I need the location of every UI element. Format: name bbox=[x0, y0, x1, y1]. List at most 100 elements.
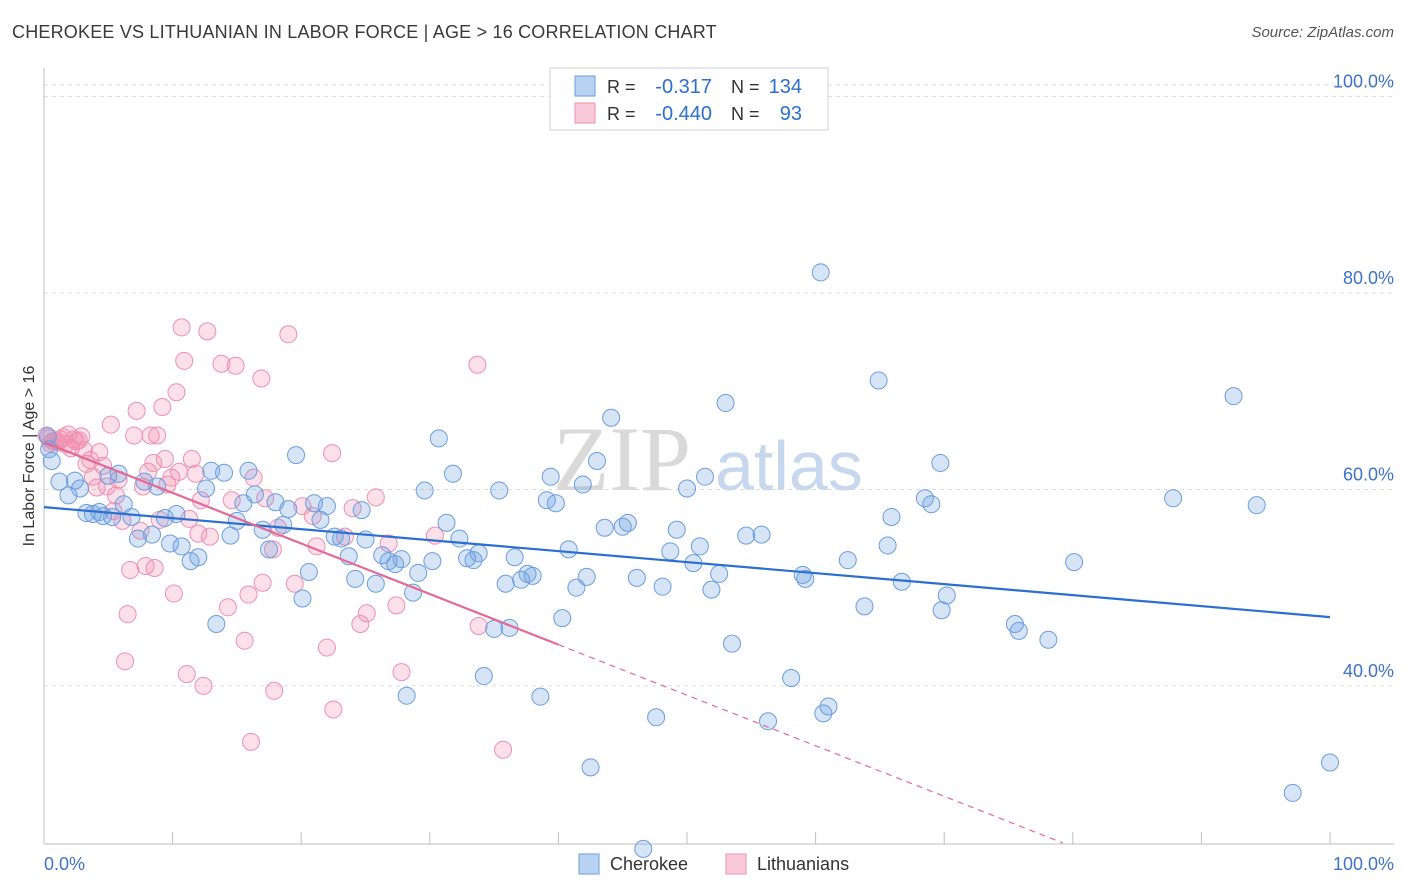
lithuanians-point bbox=[141, 426, 160, 445]
cherokee-point bbox=[661, 542, 680, 561]
cherokee-point bbox=[587, 451, 606, 470]
cherokee-point bbox=[573, 475, 592, 494]
cherokee-point bbox=[409, 563, 428, 582]
cherokee-point bbox=[42, 451, 61, 470]
cherokee-point bbox=[647, 708, 666, 727]
y-tick-label: 40.0% bbox=[1343, 661, 1394, 681]
cherokee-point bbox=[577, 567, 596, 586]
cherokee-point bbox=[415, 481, 434, 500]
cherokee-point bbox=[458, 549, 477, 568]
lithuanians-point bbox=[182, 450, 201, 469]
cherokee-point bbox=[819, 697, 838, 716]
lithuanians-point bbox=[379, 534, 398, 553]
lithuanians-point bbox=[469, 616, 488, 635]
cherokee-point bbox=[1283, 783, 1302, 802]
lithuanians-points bbox=[37, 318, 513, 759]
legend-swatch-lithuanians bbox=[574, 102, 596, 124]
lithuanians-point bbox=[175, 351, 194, 370]
cherokee-point bbox=[878, 536, 897, 555]
lithuanians-point bbox=[323, 444, 342, 463]
cherokee-point bbox=[474, 667, 493, 686]
x-tick-label-max: 100.0% bbox=[1333, 854, 1394, 874]
cherokee-point bbox=[299, 562, 318, 581]
lithuanians-point bbox=[366, 488, 385, 507]
cherokee-point bbox=[531, 687, 550, 706]
legend-r-label-lithuanians: R = bbox=[607, 104, 636, 124]
cherokee-point bbox=[937, 586, 956, 605]
cherokee-point bbox=[245, 485, 264, 504]
lithuanians-point bbox=[212, 354, 231, 373]
cherokee-point bbox=[523, 566, 542, 585]
lithuanians-point bbox=[200, 527, 219, 546]
lithuanians-point bbox=[198, 322, 217, 341]
cherokee-point bbox=[122, 507, 141, 526]
cherokee-point bbox=[1065, 553, 1084, 572]
cherokee-point bbox=[469, 544, 488, 563]
cherokee-point bbox=[855, 597, 874, 616]
lithuanians-point bbox=[218, 598, 237, 617]
lithuanians-point bbox=[387, 596, 406, 615]
lithuanians-point bbox=[186, 464, 205, 483]
cherokee-point bbox=[716, 394, 735, 413]
cherokee-point bbox=[143, 525, 162, 544]
cherokee-point bbox=[1224, 387, 1243, 406]
cherokee-point bbox=[678, 479, 696, 498]
cherokee-point bbox=[559, 540, 578, 559]
cherokee-point bbox=[71, 479, 90, 498]
cherokee-point bbox=[627, 568, 646, 587]
y-axis-tick-labels: 40.0% 60.0% 80.0% 100.0% bbox=[1333, 72, 1394, 681]
cherokee-point bbox=[215, 463, 234, 482]
lithuanians-point bbox=[170, 462, 189, 481]
legend-r-value-lithuanians: -0.440 bbox=[655, 103, 712, 125]
lithuanians-point bbox=[468, 355, 487, 374]
legend-bottom-label-lithuanians: Lithuanians bbox=[757, 854, 849, 874]
cherokee-point bbox=[634, 839, 653, 858]
watermark: ZIP atlas bbox=[553, 408, 863, 510]
lithuanians-point bbox=[357, 604, 376, 623]
cherokee-point bbox=[690, 537, 709, 556]
cherokee-point bbox=[838, 551, 857, 570]
legend-bottom-label-cherokee: Cherokee bbox=[610, 854, 688, 874]
legend-bottom-swatch-lithuanians bbox=[725, 853, 747, 875]
cherokee-point bbox=[293, 589, 312, 608]
cherokee-point bbox=[260, 540, 279, 559]
cherokee-point bbox=[553, 609, 572, 628]
lithuanians-point bbox=[144, 453, 163, 472]
lithuanians-point bbox=[145, 559, 164, 578]
cherokee-point bbox=[752, 525, 771, 544]
lithuanians-trend-line bbox=[43, 441, 559, 646]
lithuanians-trend-extension bbox=[558, 644, 1064, 844]
cherokee-point bbox=[505, 548, 524, 567]
legend-r-label-cherokee: R = bbox=[607, 77, 636, 97]
lithuanians-point bbox=[279, 325, 298, 344]
lithuanians-point bbox=[121, 560, 140, 579]
cherokee-point bbox=[197, 479, 216, 498]
lithuanians-point bbox=[177, 665, 196, 684]
cherokee-point bbox=[702, 580, 721, 599]
cherokee-point bbox=[274, 515, 293, 534]
legend-n-label-lithuanians: N = bbox=[731, 104, 760, 124]
lithuanians-point bbox=[189, 524, 208, 543]
cherokee-point bbox=[1039, 630, 1058, 649]
lithuanians-point bbox=[153, 397, 172, 416]
cherokee-point bbox=[128, 529, 147, 548]
cherokee-point bbox=[922, 495, 941, 514]
lithuanians-point bbox=[285, 574, 304, 593]
cherokee-point bbox=[496, 574, 515, 593]
cherokee-point bbox=[437, 513, 456, 532]
y-axis-label: In Labor Force | Age > 16 bbox=[21, 366, 38, 547]
cherokee-point bbox=[239, 461, 258, 480]
cherokee-point bbox=[696, 467, 715, 486]
series-legend: Cherokee Lithuanians bbox=[578, 853, 849, 875]
lithuanians-point bbox=[317, 638, 336, 657]
lithuanians-point bbox=[164, 584, 183, 603]
cherokee-point bbox=[1247, 496, 1266, 515]
source-note: Source: ZipAtlas.com bbox=[1251, 24, 1394, 41]
lithuanians-point bbox=[194, 676, 213, 695]
cherokee-point bbox=[450, 529, 469, 548]
cherokee-point bbox=[429, 429, 448, 448]
lithuanians-point bbox=[343, 499, 362, 518]
lithuanians-point bbox=[226, 356, 245, 375]
cherokee-point bbox=[796, 569, 815, 588]
